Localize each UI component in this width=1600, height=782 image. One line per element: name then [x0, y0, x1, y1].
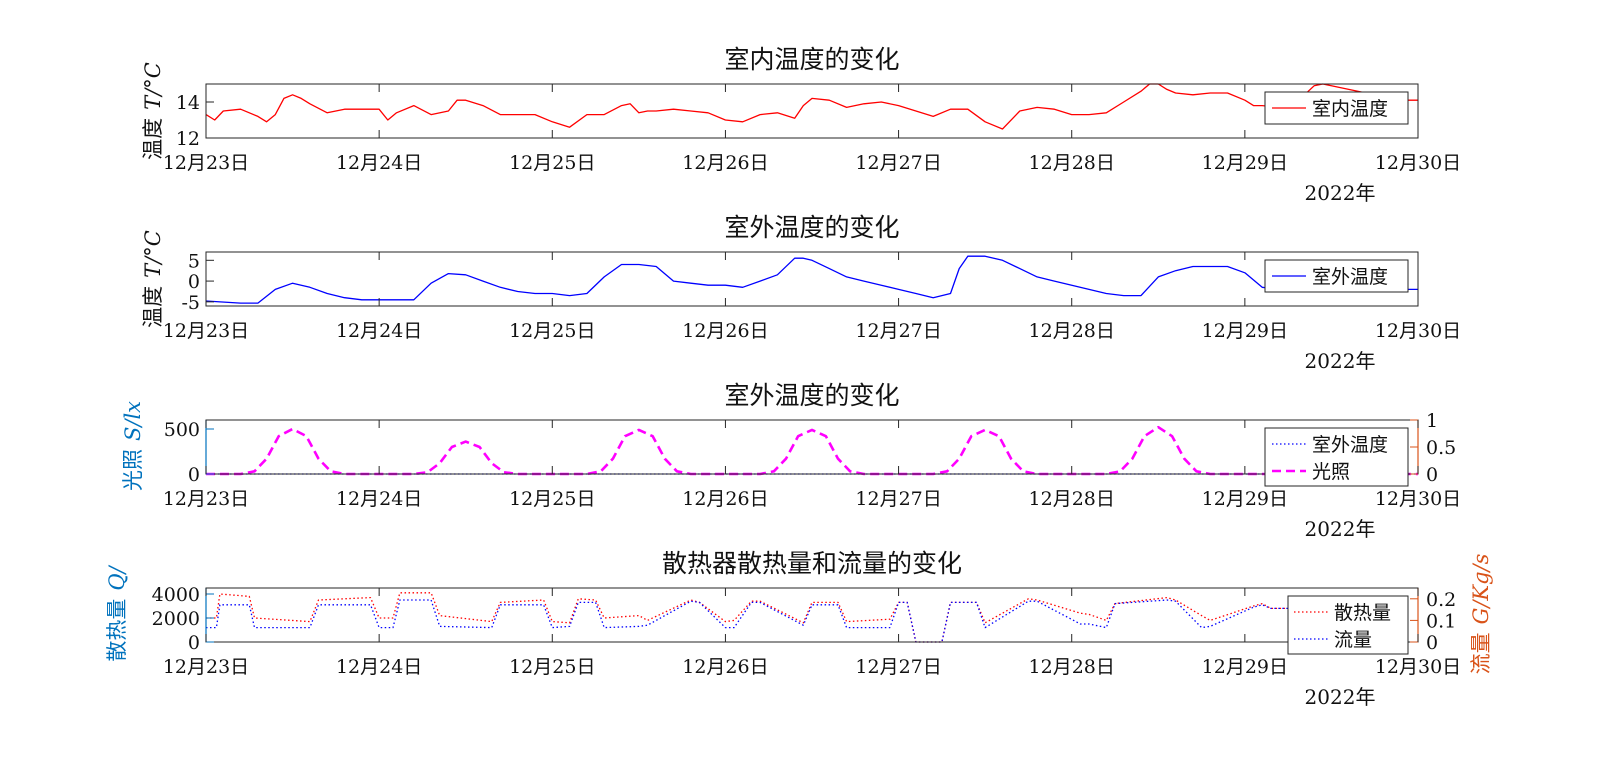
- panel2-legend-box: [1264, 259, 1409, 293]
- panel3-ytick-label-1: 500: [164, 419, 200, 441]
- panel4-legend: 散热量 流量: [1287, 595, 1409, 655]
- panel3-ylabel: 光照S/lx: [121, 401, 145, 491]
- panel3-y2tick-label-0: 0: [1426, 464, 1438, 486]
- panel3-ytick-label-0: 0: [188, 464, 200, 486]
- panel-outdoor-temperature: 室外温度的变化 温度T/°C -505 12月23日 12月24日 12月25日 12…: [141, 213, 1461, 373]
- panel3-plot: [206, 425, 1418, 476]
- panel3-xtick-label-2: 12月25日: [509, 488, 595, 510]
- panel1-plot: [205, 83, 1418, 130]
- panel3-y2tick-label-1: 0.5: [1426, 437, 1456, 459]
- panel4-xtick-label-5: 12月28日: [1029, 656, 1115, 678]
- panel1-legend-box: [1264, 91, 1409, 125]
- panel4-axes-box: [205, 587, 1419, 643]
- panel4-y2tick-label-0: 0: [1426, 632, 1438, 654]
- panel4-y2label: 流量G/Kg/s: [1469, 553, 1493, 674]
- panel2-xtick-label-0: 12月23日: [163, 320, 249, 342]
- panel2-xtick-label-7: 12月30日: [1375, 320, 1461, 342]
- panel1-ytick-label-1: 14: [176, 92, 200, 114]
- panel4-y2tick-label-2: 0.2: [1426, 589, 1456, 611]
- panel3-xtick-label-1: 12月24日: [336, 488, 422, 510]
- panel3-year-label: 2022年: [1305, 517, 1376, 541]
- panel3-legend-label-1: 室外温度: [1312, 434, 1388, 456]
- panel4-series-2-line: [206, 599, 1315, 643]
- panel3-series-2-line: [206, 425, 1418, 476]
- panel4-series-1-line: [206, 592, 1315, 643]
- panel4-xtick-label-0: 12月23日: [163, 656, 249, 678]
- panel4-legend-label-1: 散热量: [1334, 602, 1391, 624]
- panel1-ylabel: 温度T/°C: [141, 62, 165, 160]
- panel1-xtick-label-4: 12月27日: [855, 152, 941, 174]
- panel2-ytick-label-0: -5: [181, 292, 200, 314]
- panel1-legend: 室内温度: [1264, 91, 1409, 125]
- panel2-series-1-line: [205, 255, 1418, 304]
- panel3-legend: 室外温度 光照: [1264, 427, 1409, 487]
- panel4-ytick-label-2: 4000: [152, 584, 200, 606]
- panel2-ytick-label-1: 0: [188, 271, 200, 293]
- panel1-axes-box: [205, 83, 1419, 139]
- panel3-title: 室外温度的变化: [724, 381, 899, 410]
- panel2-xtick-label-5: 12月28日: [1029, 320, 1115, 342]
- panel3-xtick-label-7: 12月30日: [1375, 488, 1461, 510]
- panel2-xtick-label-3: 12月26日: [682, 320, 768, 342]
- panel1-xtick-label-2: 12月25日: [509, 152, 595, 174]
- panel2-title: 室外温度的变化: [724, 213, 899, 242]
- panel2-ytick-label-2: 5: [188, 250, 200, 272]
- panel4-legend-label-2: 流量: [1334, 629, 1372, 651]
- panel2-legend-label: 室外温度: [1312, 266, 1388, 288]
- panel3-xtick-label-3: 12月26日: [682, 488, 768, 510]
- panel1-xtick-label-1: 12月24日: [336, 152, 422, 174]
- panel4-xtick-label-2: 12月25日: [509, 656, 595, 678]
- panel2-year-label: 2022年: [1305, 349, 1376, 373]
- panel2-legend: 室外温度: [1264, 259, 1409, 293]
- panel4-plot: [206, 592, 1315, 643]
- panel2-xtick-label-2: 12月25日: [509, 320, 595, 342]
- panel4-xtick-label-1: 12月24日: [336, 656, 422, 678]
- panel4-xtick-label-3: 12月26日: [682, 656, 768, 678]
- panel-illumination: 室外温度的变化 光照S/lx 0 500 0 0.5 1 12月23日 12月24日 12…: [121, 381, 1461, 541]
- panel1-xtick-label-6: 12月29日: [1202, 152, 1288, 174]
- panel1-year-label: 2022年: [1305, 181, 1376, 205]
- panel1-xtick-label-0: 12月23日: [163, 152, 249, 174]
- panel1-legend-label: 室内温度: [1312, 98, 1388, 120]
- panel3-legend-label-2: 光照: [1312, 461, 1350, 483]
- panel2-plot: [205, 255, 1418, 304]
- panel-indoor-temperature: 室内温度的变化 温度T/°C 12 14 12月23日 12月24日 12月25日 12…: [141, 45, 1461, 205]
- panel3-y2tick-label-2: 1: [1426, 410, 1438, 432]
- panel2-xtick-label-6: 12月29日: [1202, 320, 1288, 342]
- panel3-xtick-label-6: 12月29日: [1202, 488, 1288, 510]
- panel4-xtick-label-6: 12月29日: [1202, 656, 1288, 678]
- panel2-axes-box: [205, 251, 1419, 307]
- panel4-ytick-label-0: 0: [188, 632, 200, 654]
- panel4-year-label: 2022年: [1305, 685, 1376, 709]
- panel1-series-1-line: [205, 83, 1418, 130]
- panel4-ytick-label-1: 2000: [152, 608, 200, 630]
- panel2-xtick-label-1: 12月24日: [336, 320, 422, 342]
- panel3-xtick-label-4: 12月27日: [855, 488, 941, 510]
- panel4-xtick-label-4: 12月27日: [855, 656, 941, 678]
- panel2-ylabel: 温度T/°C: [141, 230, 165, 328]
- panel2-xtick-label-4: 12月27日: [855, 320, 941, 342]
- panel1-xtick-label-7: 12月30日: [1375, 152, 1461, 174]
- panel1-xtick-label-5: 12月28日: [1029, 152, 1115, 174]
- panel3-xtick-label-5: 12月28日: [1029, 488, 1115, 510]
- panel4-legend-box: [1287, 595, 1409, 655]
- panel3-axes-box: [205, 419, 1419, 475]
- panel4-xtick-label-7: 12月30日: [1375, 656, 1461, 678]
- panel4-y2tick-label-1: 0.1: [1426, 610, 1456, 632]
- panel3-legend-box: [1264, 427, 1409, 487]
- panel1-xtick-label-3: 12月26日: [682, 152, 768, 174]
- panel1-ytick-label-0: 12: [176, 128, 200, 150]
- panel4-ylabel: 散热量Q/: [105, 564, 129, 661]
- panel3-xtick-label-0: 12月23日: [163, 488, 249, 510]
- panel4-title: 散热器散热量和流量的变化: [662, 549, 962, 578]
- panel1-title: 室内温度的变化: [724, 45, 899, 74]
